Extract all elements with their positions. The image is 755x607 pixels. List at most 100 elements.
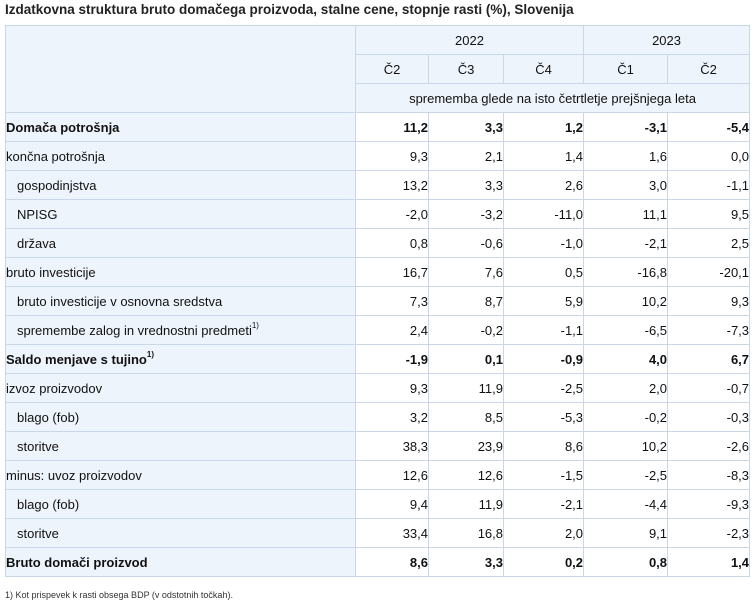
value-cell: -3,1: [583, 112, 669, 142]
value-cell: 5,9: [502, 286, 585, 316]
value-cell: 2,0: [583, 373, 669, 403]
value-cell: -20,1: [667, 257, 751, 287]
value-cell: 1,4: [502, 141, 585, 171]
value-cell: 9,5: [667, 199, 751, 229]
value-cell: 3,2: [355, 402, 429, 432]
value-cell: -8,3: [667, 460, 751, 490]
value-cell: 33,4: [355, 518, 429, 548]
value-cell: -1,9: [355, 344, 429, 374]
row-label-text: Domača potrošnja: [6, 119, 120, 135]
value-cell: 10,2: [583, 431, 669, 461]
value-cell: 11,2: [355, 112, 429, 142]
footnote: 1) Kot prispevek k rasti obsega BDP (v o…: [5, 590, 233, 600]
value-cell: -2,5: [502, 373, 585, 403]
value-cell: 2,5: [667, 228, 751, 258]
value-cell: 0,5: [502, 257, 585, 287]
value-cell: 2,4: [355, 315, 429, 345]
value-cell: 2,1: [428, 141, 504, 171]
table-row: minus: uvoz proizvodov 12,6 12,6 -1,5 -2,5 -8…: [5, 460, 751, 490]
value-cell: 0,8: [583, 547, 669, 577]
row-label: Domača potrošnja: [5, 112, 356, 142]
year-header-2023: 2023: [583, 25, 751, 55]
value-cell: 3,3: [428, 547, 504, 577]
row-label-text: blago (fob): [17, 496, 80, 512]
value-cell: 11,9: [428, 373, 504, 403]
table-row: bruto investicije v osnovna sredstva 7,3 8…: [5, 286, 751, 316]
value-cell: -0,3: [667, 402, 751, 432]
table-row: Bruto domači proizvod 8,6 3,3 0,2 0,8 1,4: [5, 547, 751, 577]
value-cell: 3,3: [428, 112, 504, 142]
quarter-header: Č3: [428, 54, 504, 84]
value-cell: 38,3: [355, 431, 429, 461]
value-cell: -2,1: [583, 228, 669, 258]
value-cell: 1,6: [583, 141, 669, 171]
value-cell: -2,6: [667, 431, 751, 461]
value-cell: 9,3: [355, 373, 429, 403]
value-cell: 12,6: [355, 460, 429, 490]
value-cell: -2,3: [667, 518, 751, 548]
value-cell: -3,2: [428, 199, 504, 229]
value-cell: 7,6: [428, 257, 504, 287]
table-body: Domača potrošnja 11,2 3,3 1,2 -3,1 -5,4 končna…: [5, 112, 751, 577]
value-cell: 8,6: [502, 431, 585, 461]
row-label: NPISG: [5, 199, 356, 229]
value-cell: -1,0: [502, 228, 585, 258]
table-row: blago (fob) 3,2 8,5 -5,3 -0,2 -0,3: [5, 402, 751, 432]
table-row: storitve 38,3 23,9 8,6 10,2 -2,6: [5, 431, 751, 461]
value-cell: -5,3: [502, 402, 585, 432]
quarter-header: Č1: [583, 54, 669, 84]
value-cell: 0,8: [355, 228, 429, 258]
row-label: Bruto domači proizvod: [5, 547, 356, 577]
row-label-text: blago (fob): [17, 409, 80, 425]
table-row: država 0,8 -0,6 -1,0 -2,1 2,5: [5, 228, 751, 258]
quarter-header: Č4: [502, 54, 585, 84]
value-cell: 9,3: [667, 286, 751, 316]
value-cell: 0,0: [667, 141, 751, 171]
value-cell: 13,2: [355, 170, 429, 200]
value-cell: 8,6: [355, 547, 429, 577]
row-label-text: izvoz proizvodov: [6, 380, 103, 396]
value-cell: 2,6: [502, 170, 585, 200]
table-row: Domača potrošnja 11,2 3,3 1,2 -3,1 -5,4: [5, 112, 751, 142]
table-row: končna potrošnja 9,3 2,1 1,4 1,6 0,0: [5, 141, 751, 171]
row-label: minus: uvoz proizvodov: [5, 460, 356, 490]
row-label: bruto investicije v osnovna sredstva: [5, 286, 356, 316]
value-cell: 4,0: [583, 344, 669, 374]
value-cell: -1,1: [502, 315, 585, 345]
value-cell: -1,1: [667, 170, 751, 200]
row-label-text: bruto investicije: [6, 264, 96, 280]
value-cell: 9,4: [355, 489, 429, 519]
value-cell: -4,4: [583, 489, 669, 519]
value-cell: 9,3: [355, 141, 429, 171]
unit-subheader: sprememba glede na isto četrtletje prejš…: [354, 83, 751, 113]
row-label-text: gospodinjstva: [17, 177, 97, 193]
table-row: NPISG -2,0 -3,2 -11,0 11,1 9,5: [5, 199, 751, 229]
value-cell: -5,4: [667, 112, 751, 142]
value-cell: 9,1: [583, 518, 669, 548]
row-label: storitve: [5, 431, 356, 461]
value-cell: -0,9: [502, 344, 585, 374]
table-row: gospodinjstva 13,2 3,3 2,6 3,0 -1,1: [5, 170, 751, 200]
footnote-marker: 1): [251, 320, 259, 330]
row-label: izvoz proizvodov: [5, 373, 356, 403]
table-row: bruto investicije 16,7 7,6 0,5 -16,8 -20,1: [5, 257, 751, 287]
value-cell: -9,3: [667, 489, 751, 519]
table-title: Izdatkovna struktura bruto domačega proi…: [5, 2, 574, 17]
quarter-header: Č2: [667, 54, 751, 84]
year-header-2022: 2022: [354, 25, 585, 55]
value-cell: -0,2: [428, 315, 504, 345]
value-cell: -0,7: [667, 373, 751, 403]
row-label-text: država: [17, 235, 57, 251]
row-label-text: NPISG: [17, 206, 58, 222]
value-cell: 1,4: [667, 547, 751, 577]
row-label: spremembe zalog in vrednostni predmeti1): [5, 315, 356, 345]
value-cell: 8,5: [428, 402, 504, 432]
value-cell: 8,7: [428, 286, 504, 316]
quarter-header: Č2: [355, 54, 429, 84]
row-label: blago (fob): [5, 489, 356, 519]
value-cell: -1,5: [502, 460, 585, 490]
value-cell: 1,2: [502, 112, 585, 142]
value-cell: 2,0: [502, 518, 585, 548]
value-cell: -7,3: [667, 315, 751, 345]
value-cell: 6,7: [667, 344, 751, 374]
